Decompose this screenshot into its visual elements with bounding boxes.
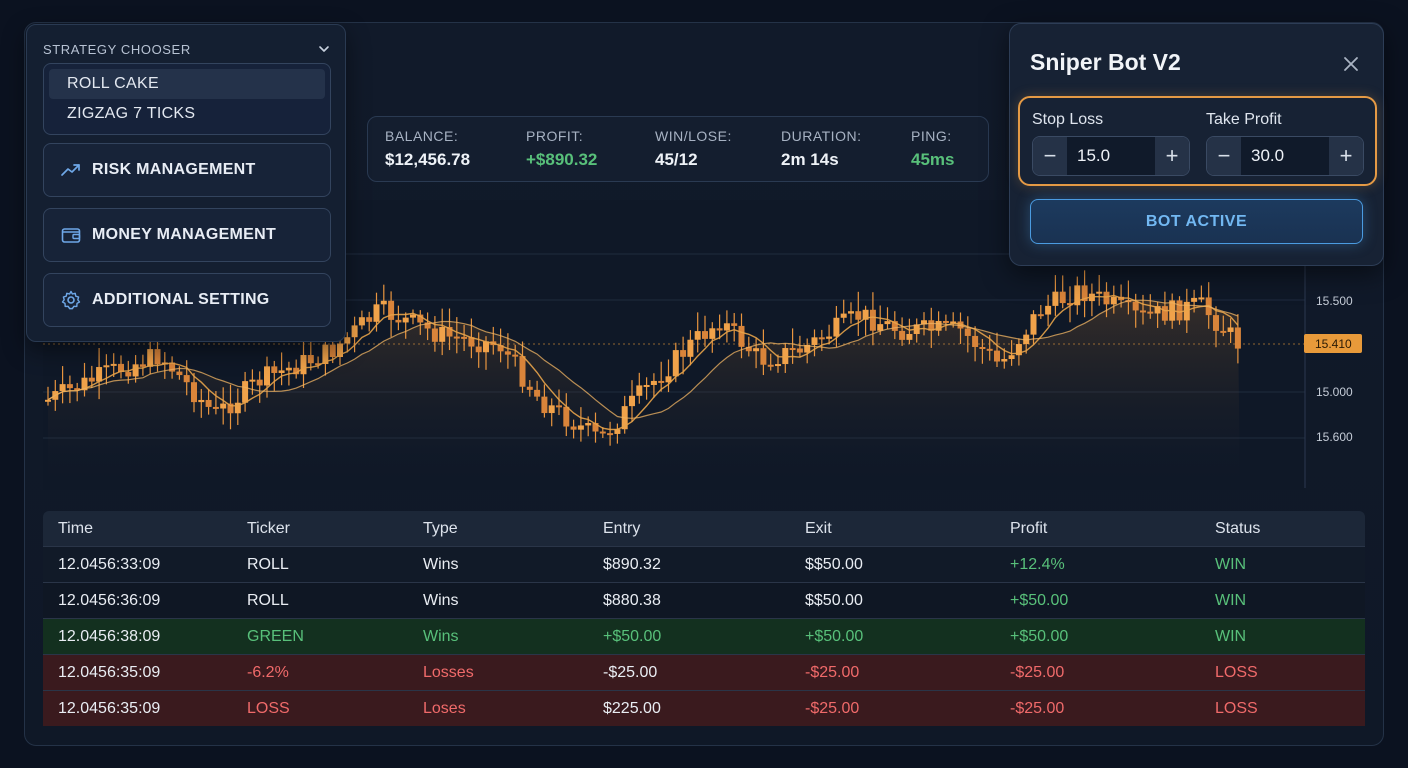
sl-tp-group: Stop Loss Take Profit − 15.0 + − 30.0 +	[1018, 96, 1377, 186]
cell-entry: $880.38	[603, 591, 661, 609]
cell-ticker: -6.2%	[247, 663, 289, 681]
strategy-panel: STRATEGY CHOOSER ROLL CAKE ZIGZAG 7 TICK…	[26, 24, 346, 342]
stop-loss-input[interactable]: 15.0	[1077, 146, 1111, 165]
col-entry[interactable]: Entry	[603, 519, 641, 537]
stat-ping: PING: 45ms	[911, 128, 954, 170]
cell-type: Loses	[423, 699, 466, 717]
cell-time: 12.0456:35:09	[58, 699, 161, 717]
cell-profit: +$50.00	[1010, 627, 1069, 645]
close-icon[interactable]	[1340, 53, 1362, 75]
bot-active-button[interactable]: BOT ACTIVE	[1030, 199, 1363, 244]
wallet-icon	[61, 228, 81, 243]
table-header: Time Ticker Type Entry Exit Profit Statu…	[43, 511, 1365, 546]
cell-exit: +$50.00	[805, 627, 864, 645]
take-profit-increment-button[interactable]: +	[1329, 137, 1363, 175]
duration-label: DURATION:	[781, 128, 862, 144]
cell-entry: $890.32	[603, 555, 661, 573]
winlose-value: 45/12	[655, 150, 698, 169]
bot-card: Sniper Bot V2 Stop Loss Take Profit − 15…	[1009, 23, 1384, 266]
cell-type: Losses	[423, 663, 474, 681]
strategy-chooser-header[interactable]: STRATEGY CHOOSER	[43, 40, 331, 58]
balance-value: $12,456.78	[385, 150, 471, 169]
cell-entry: +$50.00	[603, 627, 662, 645]
bot-title: Sniper Bot V2	[1030, 49, 1181, 75]
additional-setting-label: ADDITIONAL SETTING	[92, 291, 270, 308]
cell-status: WIN	[1215, 627, 1247, 645]
col-profit[interactable]: Profit	[1010, 519, 1048, 537]
cell-status: LOSS	[1215, 699, 1258, 717]
col-ticker[interactable]: Ticker	[247, 519, 290, 537]
balance-label: BALANCE:	[385, 128, 459, 144]
stat-duration: DURATION: 2m 14s	[781, 128, 861, 170]
strategy-option-zigzag[interactable]: ZIGZAG 7 TICKS	[67, 105, 196, 122]
cell-exit: $$50.00	[805, 555, 863, 573]
trend-icon	[61, 164, 80, 176]
cell-entry: $225.00	[603, 699, 661, 717]
chevron-down-icon[interactable]	[317, 42, 331, 56]
col-time[interactable]: Time	[58, 519, 93, 537]
stop-loss-decrement-button[interactable]: −	[1033, 137, 1067, 175]
trades-table: Time Ticker Type Entry Exit Profit Statu…	[43, 511, 1365, 726]
col-exit[interactable]: Exit	[805, 519, 832, 537]
stop-loss-label: Stop Loss	[1032, 111, 1104, 128]
cell-type: Wins	[423, 555, 459, 573]
cell-profit: +12.4%	[1010, 555, 1065, 573]
strategy-chooser-title: STRATEGY CHOOSER	[43, 41, 191, 57]
cell-time: 12.0456:36:09	[58, 591, 161, 609]
cell-time: 12.0456:38:09	[58, 627, 161, 645]
table-row[interactable]: 12.0456:35:09 LOSS Loses $225.00 -$25.00 -$25…	[43, 690, 1365, 726]
money-management-label: MONEY MANAGEMENT	[92, 226, 277, 243]
duration-value: 2m 14s	[781, 150, 839, 169]
profit-value: +$890.32	[526, 150, 598, 169]
cell-profit: -$25.00	[1010, 663, 1065, 681]
take-profit-decrement-button[interactable]: −	[1207, 137, 1241, 175]
stop-loss-increment-button[interactable]: +	[1155, 137, 1189, 175]
cell-ticker: ROLL	[247, 591, 289, 609]
cell-time: 12.0456:35:09	[58, 663, 161, 681]
cell-type: Wins	[423, 627, 459, 645]
ping-label: PING:	[911, 128, 952, 144]
cell-exit: -$25.00	[805, 699, 860, 717]
additional-setting-button[interactable]: ADDITIONAL SETTING	[43, 273, 331, 327]
cell-ticker: LOSS	[247, 699, 290, 717]
cell-exit: -$25.00	[805, 663, 860, 681]
cell-entry: -$25.00	[603, 663, 658, 681]
cell-status: LOSS	[1215, 663, 1258, 681]
cell-type: Wins	[423, 591, 459, 609]
stat-profit: PROFIT: +$890.32	[526, 128, 597, 170]
table-row[interactable]: 12.0456:36:09 ROLL Wins $880.38 $$50.00 +$50.…	[43, 582, 1365, 618]
strategy-list: ROLL CAKE ZIGZAG 7 TICKS	[43, 63, 331, 135]
col-type[interactable]: Type	[423, 519, 458, 537]
stat-balance: BALANCE: $12,456.78	[385, 128, 470, 170]
ping-value: 45ms	[911, 150, 955, 169]
risk-management-label: RISK MANAGEMENT	[92, 161, 256, 178]
col-status[interactable]: Status	[1215, 519, 1261, 537]
take-profit-stepper: − 30.0 +	[1206, 136, 1364, 176]
winlose-label: WIN/LOSE:	[655, 128, 732, 144]
cell-ticker: ROLL	[247, 555, 289, 573]
table-row[interactable]: 12.0456:38:09 GREEN Wins +$50.00 +$50.00 +$50…	[43, 618, 1365, 654]
stat-winlose: WIN/LOSE: 45/12	[655, 128, 732, 170]
table-row[interactable]: 12.0456:33:09 ROLL Wins $890.32 $$50.00 +12.4…	[43, 546, 1365, 582]
risk-management-button[interactable]: RISK MANAGEMENT	[43, 143, 331, 197]
cell-profit: -$25.00	[1010, 699, 1065, 717]
cell-status: WIN	[1215, 591, 1247, 609]
money-management-button[interactable]: MONEY MANAGEMENT	[43, 208, 331, 262]
take-profit-label: Take Profit	[1206, 111, 1282, 128]
stop-loss-stepper: − 15.0 +	[1032, 136, 1190, 176]
stats-bar: BALANCE: $12,456.78 PROFIT: +$890.32 WIN…	[367, 116, 989, 182]
cell-time: 12.0456:33:09	[58, 555, 161, 573]
take-profit-input[interactable]: 30.0	[1251, 146, 1285, 165]
strategy-option-roll-cake[interactable]: ROLL CAKE	[49, 69, 325, 99]
profit-label: PROFIT:	[526, 128, 584, 144]
cell-exit: $$50.00	[805, 591, 863, 609]
table-row[interactable]: 12.0456:35:09 -6.2% Losses -$25.00 -$25.00 -$…	[43, 654, 1365, 690]
gear-icon	[61, 290, 81, 310]
cell-profit: +$50.00	[1010, 591, 1069, 609]
cell-status: WIN	[1215, 555, 1247, 573]
cell-ticker: GREEN	[247, 627, 304, 645]
